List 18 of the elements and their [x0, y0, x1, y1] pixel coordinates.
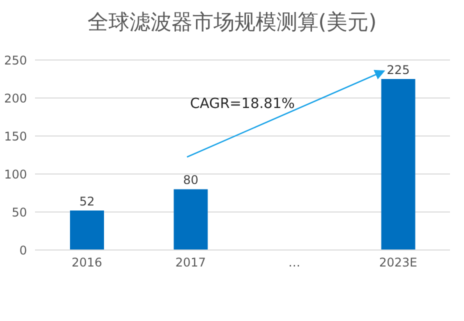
y-tick-label: 250 — [4, 53, 27, 68]
y-tick-label: 50 — [12, 205, 27, 220]
x-tick-label: 2017 — [175, 256, 206, 270]
bar — [70, 210, 104, 250]
y-tick-label: 0 — [19, 243, 27, 258]
x-tick-label: 2023E — [379, 256, 418, 270]
x-tick-label: … — [288, 256, 300, 270]
data-label: 225 — [386, 63, 410, 77]
y-tick-label: 200 — [4, 91, 27, 106]
y-tick-label: 150 — [4, 129, 27, 144]
data-label: 80 — [183, 173, 198, 188]
bar — [381, 79, 416, 250]
chart-title: 全球滤波器市场规模测算(美元) — [86, 9, 378, 36]
bar — [174, 189, 208, 250]
y-tick-label: 100 — [4, 167, 27, 182]
x-tick-label: 2016 — [72, 256, 102, 270]
annotation: CAGR=18.81% — [190, 96, 295, 112]
data-label: 52 — [79, 194, 95, 208]
